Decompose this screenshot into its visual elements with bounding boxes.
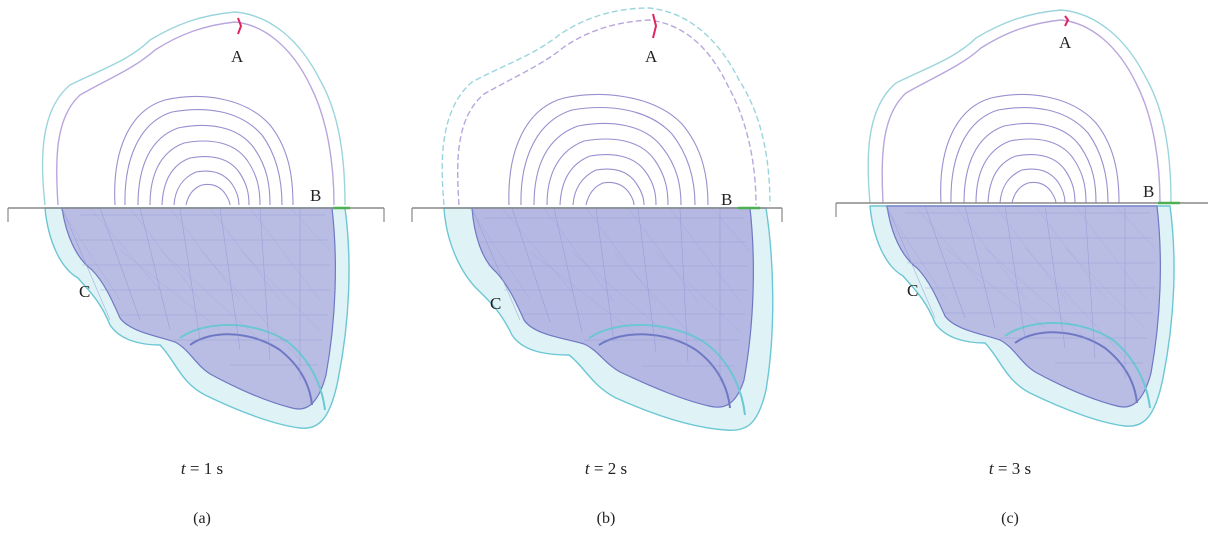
label-C-b: C bbox=[490, 294, 501, 313]
mesh-region-a bbox=[44, 207, 350, 429]
label-A-b: A bbox=[645, 47, 658, 66]
label-B-b: B bbox=[721, 190, 732, 209]
time-variable-a: t bbox=[180, 459, 186, 478]
time-value-c: = 3 s bbox=[993, 459, 1032, 478]
figure-a: A B C bbox=[7, 11, 385, 429]
figure-b: A B C bbox=[411, 7, 783, 432]
panel-c: A B C t = 3 s (c) bbox=[808, 0, 1212, 536]
label-C-c: C bbox=[907, 281, 918, 300]
panel-a: A B C t = 1 s (a) bbox=[0, 0, 404, 536]
marker-A-a bbox=[237, 17, 243, 35]
figure-c: A B C bbox=[835, 9, 1208, 427]
nested-contours-a bbox=[114, 96, 294, 206]
time-variable-c: t bbox=[988, 459, 994, 478]
label-B-c: B bbox=[1143, 182, 1154, 201]
label-C-a: C bbox=[79, 282, 90, 301]
panel-b: A B C t = 2 s (b) bbox=[404, 0, 808, 536]
marker-A-b bbox=[652, 13, 658, 39]
label-A-a: A bbox=[231, 47, 244, 66]
upper-contour-a bbox=[41, 11, 346, 206]
upper-contour-c bbox=[867, 9, 1172, 204]
time-label-a: t = 1 s bbox=[0, 459, 404, 479]
label-B-a: B bbox=[310, 186, 321, 205]
label-A-c: A bbox=[1059, 33, 1072, 52]
mesh-region-c bbox=[869, 205, 1175, 427]
time-label-b: t = 2 s bbox=[404, 459, 808, 479]
nested-contours-b bbox=[508, 94, 709, 206]
subfigure-label-b: (b) bbox=[596, 510, 616, 527]
marker-A-c bbox=[1064, 15, 1070, 27]
time-value-b: = 2 s bbox=[589, 459, 628, 478]
subfigure-label-c: (c) bbox=[1001, 510, 1019, 527]
time-value-a: = 1 s bbox=[185, 459, 224, 478]
time-variable-b: t bbox=[584, 459, 590, 478]
time-label-c: t = 3 s bbox=[808, 459, 1212, 479]
nested-contours-c bbox=[940, 94, 1120, 204]
subfigure-label-a: (a) bbox=[193, 510, 211, 527]
mesh-region-b bbox=[443, 207, 774, 432]
upper-contour-b bbox=[441, 7, 771, 206]
